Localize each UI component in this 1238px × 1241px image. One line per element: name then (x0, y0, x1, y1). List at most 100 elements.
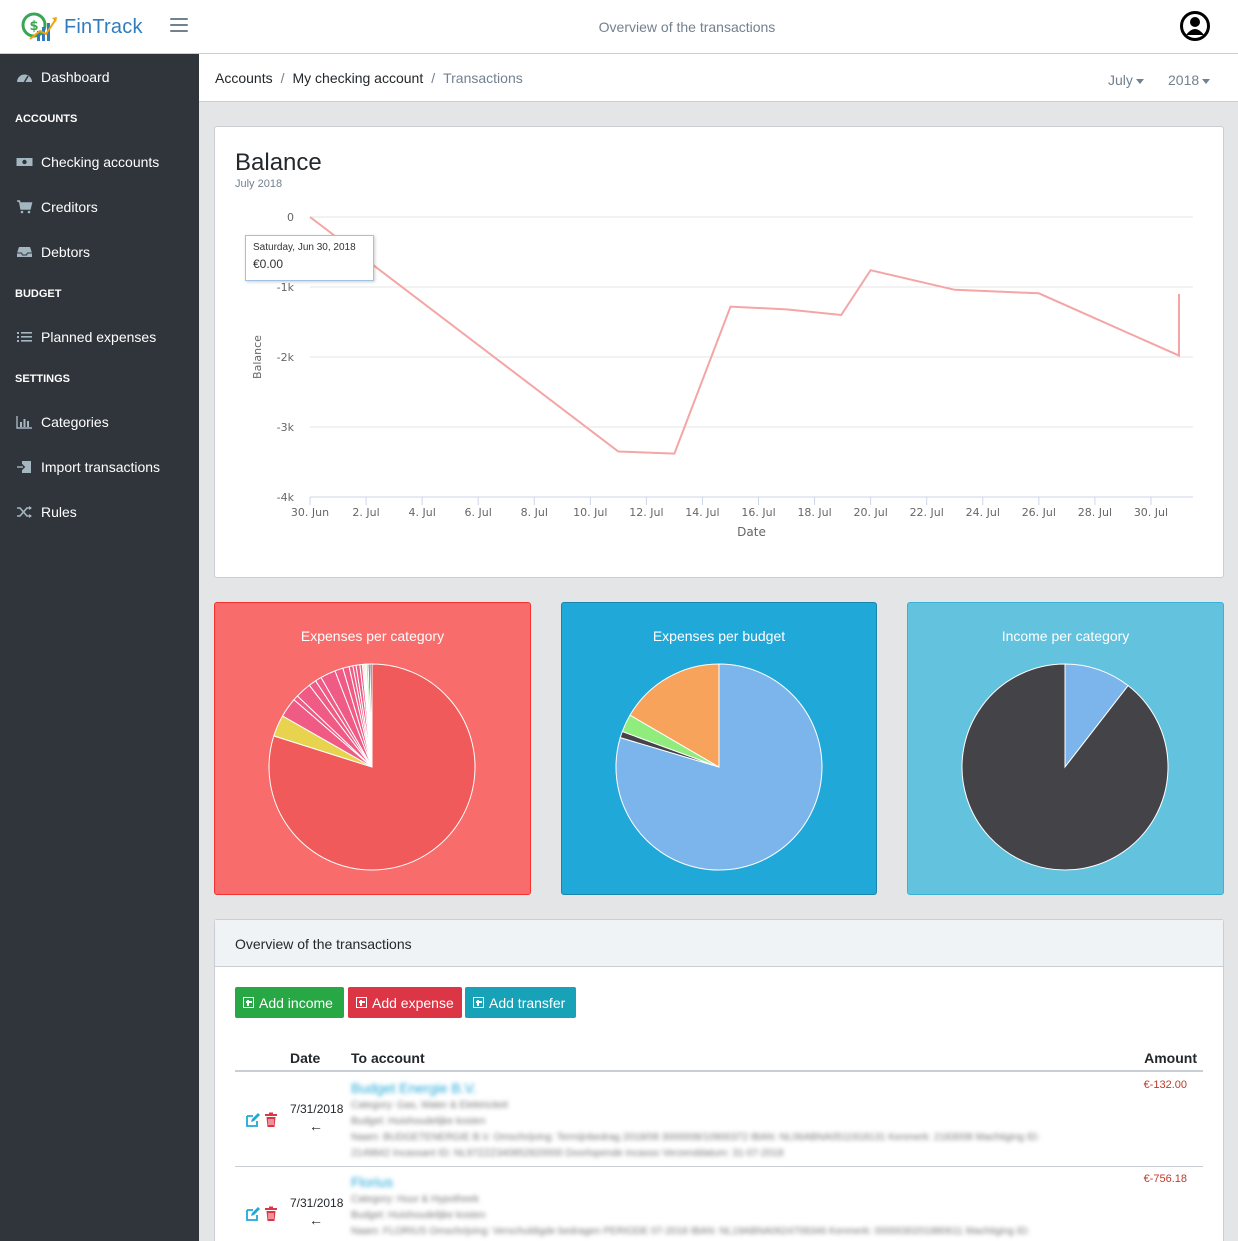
x-tick-label: 30. Jul (1134, 506, 1168, 519)
x-tick-label: 16. Jul (741, 506, 775, 519)
x-tick-label: 6. Jul (465, 506, 492, 519)
transaction-budget: Budget: Huishoudelijke kosten (351, 1210, 486, 1221)
x-axis-label: Date (737, 525, 766, 539)
transaction-account-link[interactable]: Florius (351, 1174, 394, 1190)
dashboard-icon (17, 74, 32, 83)
shuffle-icon (17, 506, 32, 518)
expenses-per-budget-card: Expenses per budget (561, 602, 877, 895)
balance-series-line (309, 216, 1180, 455)
y-tick-label: -1k (277, 281, 295, 294)
year-dropdown[interactable]: 2018 (1168, 72, 1211, 88)
balance-subtitle: July 2018 (235, 178, 283, 190)
balance-card: 0 -1k -2k -3k -4k 30. Jun 2. Jul 4. Jul 6. Jul 8.… (214, 126, 1224, 578)
list-icon (17, 332, 32, 342)
transaction-description-cont: 2149842 Incassant ID: NL97ZZZ34085282000… (351, 1148, 784, 1159)
sidebar-item-creditors[interactable]: Creditors (0, 187, 199, 227)
row-divider (235, 1166, 1203, 1167)
column-header-to-account[interactable]: To account (351, 1050, 425, 1066)
trash-icon[interactable] (264, 1112, 278, 1128)
year-label: 2018 (1168, 72, 1200, 88)
user-icon[interactable] (1180, 11, 1210, 41)
trash-icon[interactable] (264, 1206, 278, 1222)
plus-square-icon (243, 997, 254, 1008)
expenses-per-category-pie (268, 663, 476, 871)
pie-title: Expenses per category (300, 628, 445, 644)
hamburger-icon[interactable] (170, 18, 188, 36)
sidebar-item-label: Planned expenses (41, 329, 157, 345)
pie-slice (369, 663, 373, 768)
month-label: July (1108, 72, 1133, 88)
y-tick-label: -3k (277, 421, 295, 434)
transaction-amount: €-132.00 (1143, 1079, 1187, 1091)
edit-icon[interactable] (245, 1206, 261, 1222)
x-tick-label: 22. Jul (910, 506, 944, 519)
breadcrumb-accounts[interactable]: Accounts (215, 70, 273, 86)
add-income-button[interactable]: Add income (235, 987, 344, 1018)
pie-title: Income per category (1001, 628, 1130, 644)
sidebar-item-label: Rules (41, 504, 77, 520)
sidebar-item-label: Creditors (41, 199, 98, 215)
plus-square-icon (356, 997, 367, 1008)
pie-slice (1064, 663, 1129, 769)
x-tick-label: 12. Jul (629, 506, 663, 519)
inbox-icon (17, 247, 32, 257)
sidebar-item-checking-accounts[interactable]: Checking accounts (0, 142, 199, 182)
section-title-accounts: ACCOUNTS (15, 113, 78, 125)
tooltip-value: €0.00 (253, 257, 284, 271)
month-dropdown[interactable]: July (1108, 72, 1144, 88)
transaction-description: Naam: FLORIUS Omschrijving: Verschuldigd… (351, 1226, 1030, 1237)
expenses-per-category-card: Expenses per category (214, 602, 531, 895)
sidebar-item-import-transactions[interactable]: Import transactions (0, 447, 199, 487)
add-income-label: Add income (259, 994, 333, 1011)
transactions-card-header: Overview of the transactions (215, 920, 1223, 967)
column-header-date[interactable]: Date (290, 1050, 321, 1066)
x-tick-label: 24. Jul (966, 506, 1000, 519)
sidebar-item-debtors[interactable]: Debtors (0, 232, 199, 272)
import-icon (17, 461, 31, 473)
transaction-description: Naam: BUDGETENERGIE B.V. Omschrijving: T… (351, 1132, 1040, 1143)
expenses-per-budget-pie (615, 663, 823, 871)
app-logo[interactable]: $ FinTrack (20, 11, 143, 43)
add-expense-button[interactable]: Add expense (348, 987, 462, 1018)
x-tick-label: 4. Jul (408, 506, 435, 519)
money-icon (16, 158, 33, 166)
transaction-amount: €-756.18 (1143, 1173, 1187, 1185)
sidebar-item-label: Dashboard (41, 69, 110, 85)
breadcrumb-separator: / (280, 70, 285, 86)
x-tick-label: 10. Jul (573, 506, 607, 519)
pie-slice (268, 663, 476, 871)
x-tick-label: 14. Jul (685, 506, 719, 519)
sidebar-item-rules[interactable]: Rules (0, 492, 199, 532)
column-header-amount[interactable]: Amount (1144, 1050, 1197, 1066)
top-header: $ FinTrack Overview of the transactions (0, 0, 1238, 54)
pie-slice (629, 663, 720, 768)
sidebar-item-dashboard[interactable]: Dashboard (0, 57, 199, 97)
tooltip-date: Saturday, Jun 30, 2018 (253, 242, 356, 253)
sidebar: Dashboard ACCOUNTS Checking accounts Cre… (0, 54, 199, 1241)
breadcrumb-transactions: Transactions (443, 70, 523, 86)
income-per-category-pie (961, 663, 1169, 871)
breadcrumb-checking-account[interactable]: My checking account (292, 70, 424, 86)
transaction-account-link[interactable]: Budget Energie B.V. (351, 1080, 477, 1096)
transaction-category: Category: Huur & Hypotheek (351, 1194, 479, 1205)
add-transfer-button[interactable]: Add transfer (465, 987, 576, 1018)
table-header-divider (235, 1070, 1203, 1072)
transaction-date: 7/31/2018 (290, 1102, 344, 1116)
y-tick-label: 0 (287, 211, 294, 224)
x-tick-label: 30. Jun (291, 506, 329, 519)
pie-slice (961, 663, 1169, 871)
svg-text:$: $ (29, 19, 38, 34)
y-axis-label: Balance (251, 335, 264, 379)
x-tick-label: 18. Jul (797, 506, 831, 519)
pie-title: Expenses per budget (652, 628, 786, 644)
plus-square-icon (473, 997, 484, 1008)
sidebar-item-label: Categories (41, 414, 109, 430)
header-title: Overview of the transactions (598, 19, 776, 35)
direction-arrow: ← (309, 1118, 323, 1134)
transaction-category: Category: Gas, Water & Elektriciteit (351, 1100, 508, 1111)
sidebar-item-label: Checking accounts (41, 154, 160, 170)
sidebar-item-planned-expenses[interactable]: Planned expenses (0, 317, 199, 357)
x-tick-label: 8. Jul (521, 506, 548, 519)
sidebar-item-categories[interactable]: Categories (0, 402, 199, 442)
edit-icon[interactable] (245, 1112, 261, 1128)
